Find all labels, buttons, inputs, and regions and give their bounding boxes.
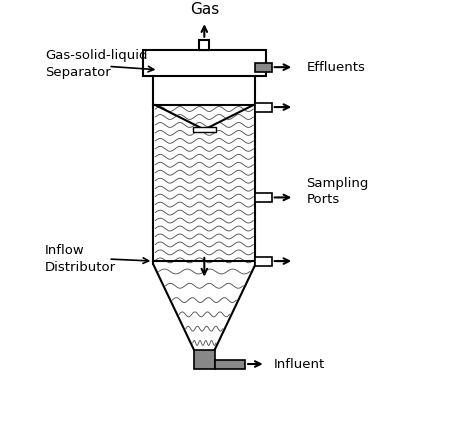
Bar: [153, 77, 255, 105]
Bar: [255, 63, 272, 71]
Text: Gas: Gas: [190, 2, 219, 17]
Text: Influent: Influent: [274, 357, 325, 371]
Bar: [199, 40, 210, 50]
Text: Effluents: Effluents: [307, 60, 365, 74]
Bar: [255, 257, 272, 266]
Text: Inflow
Distributor: Inflow Distributor: [45, 244, 116, 274]
Text: Gas-solid-liquid
Separator: Gas-solid-liquid Separator: [45, 49, 147, 80]
Bar: [255, 193, 272, 202]
Bar: [143, 50, 265, 77]
Polygon shape: [153, 264, 255, 350]
Bar: [215, 360, 245, 368]
Polygon shape: [153, 77, 255, 264]
Bar: [255, 103, 272, 112]
Text: Sampling
Ports: Sampling Ports: [307, 177, 369, 206]
Bar: [194, 350, 215, 368]
Bar: [193, 127, 216, 132]
